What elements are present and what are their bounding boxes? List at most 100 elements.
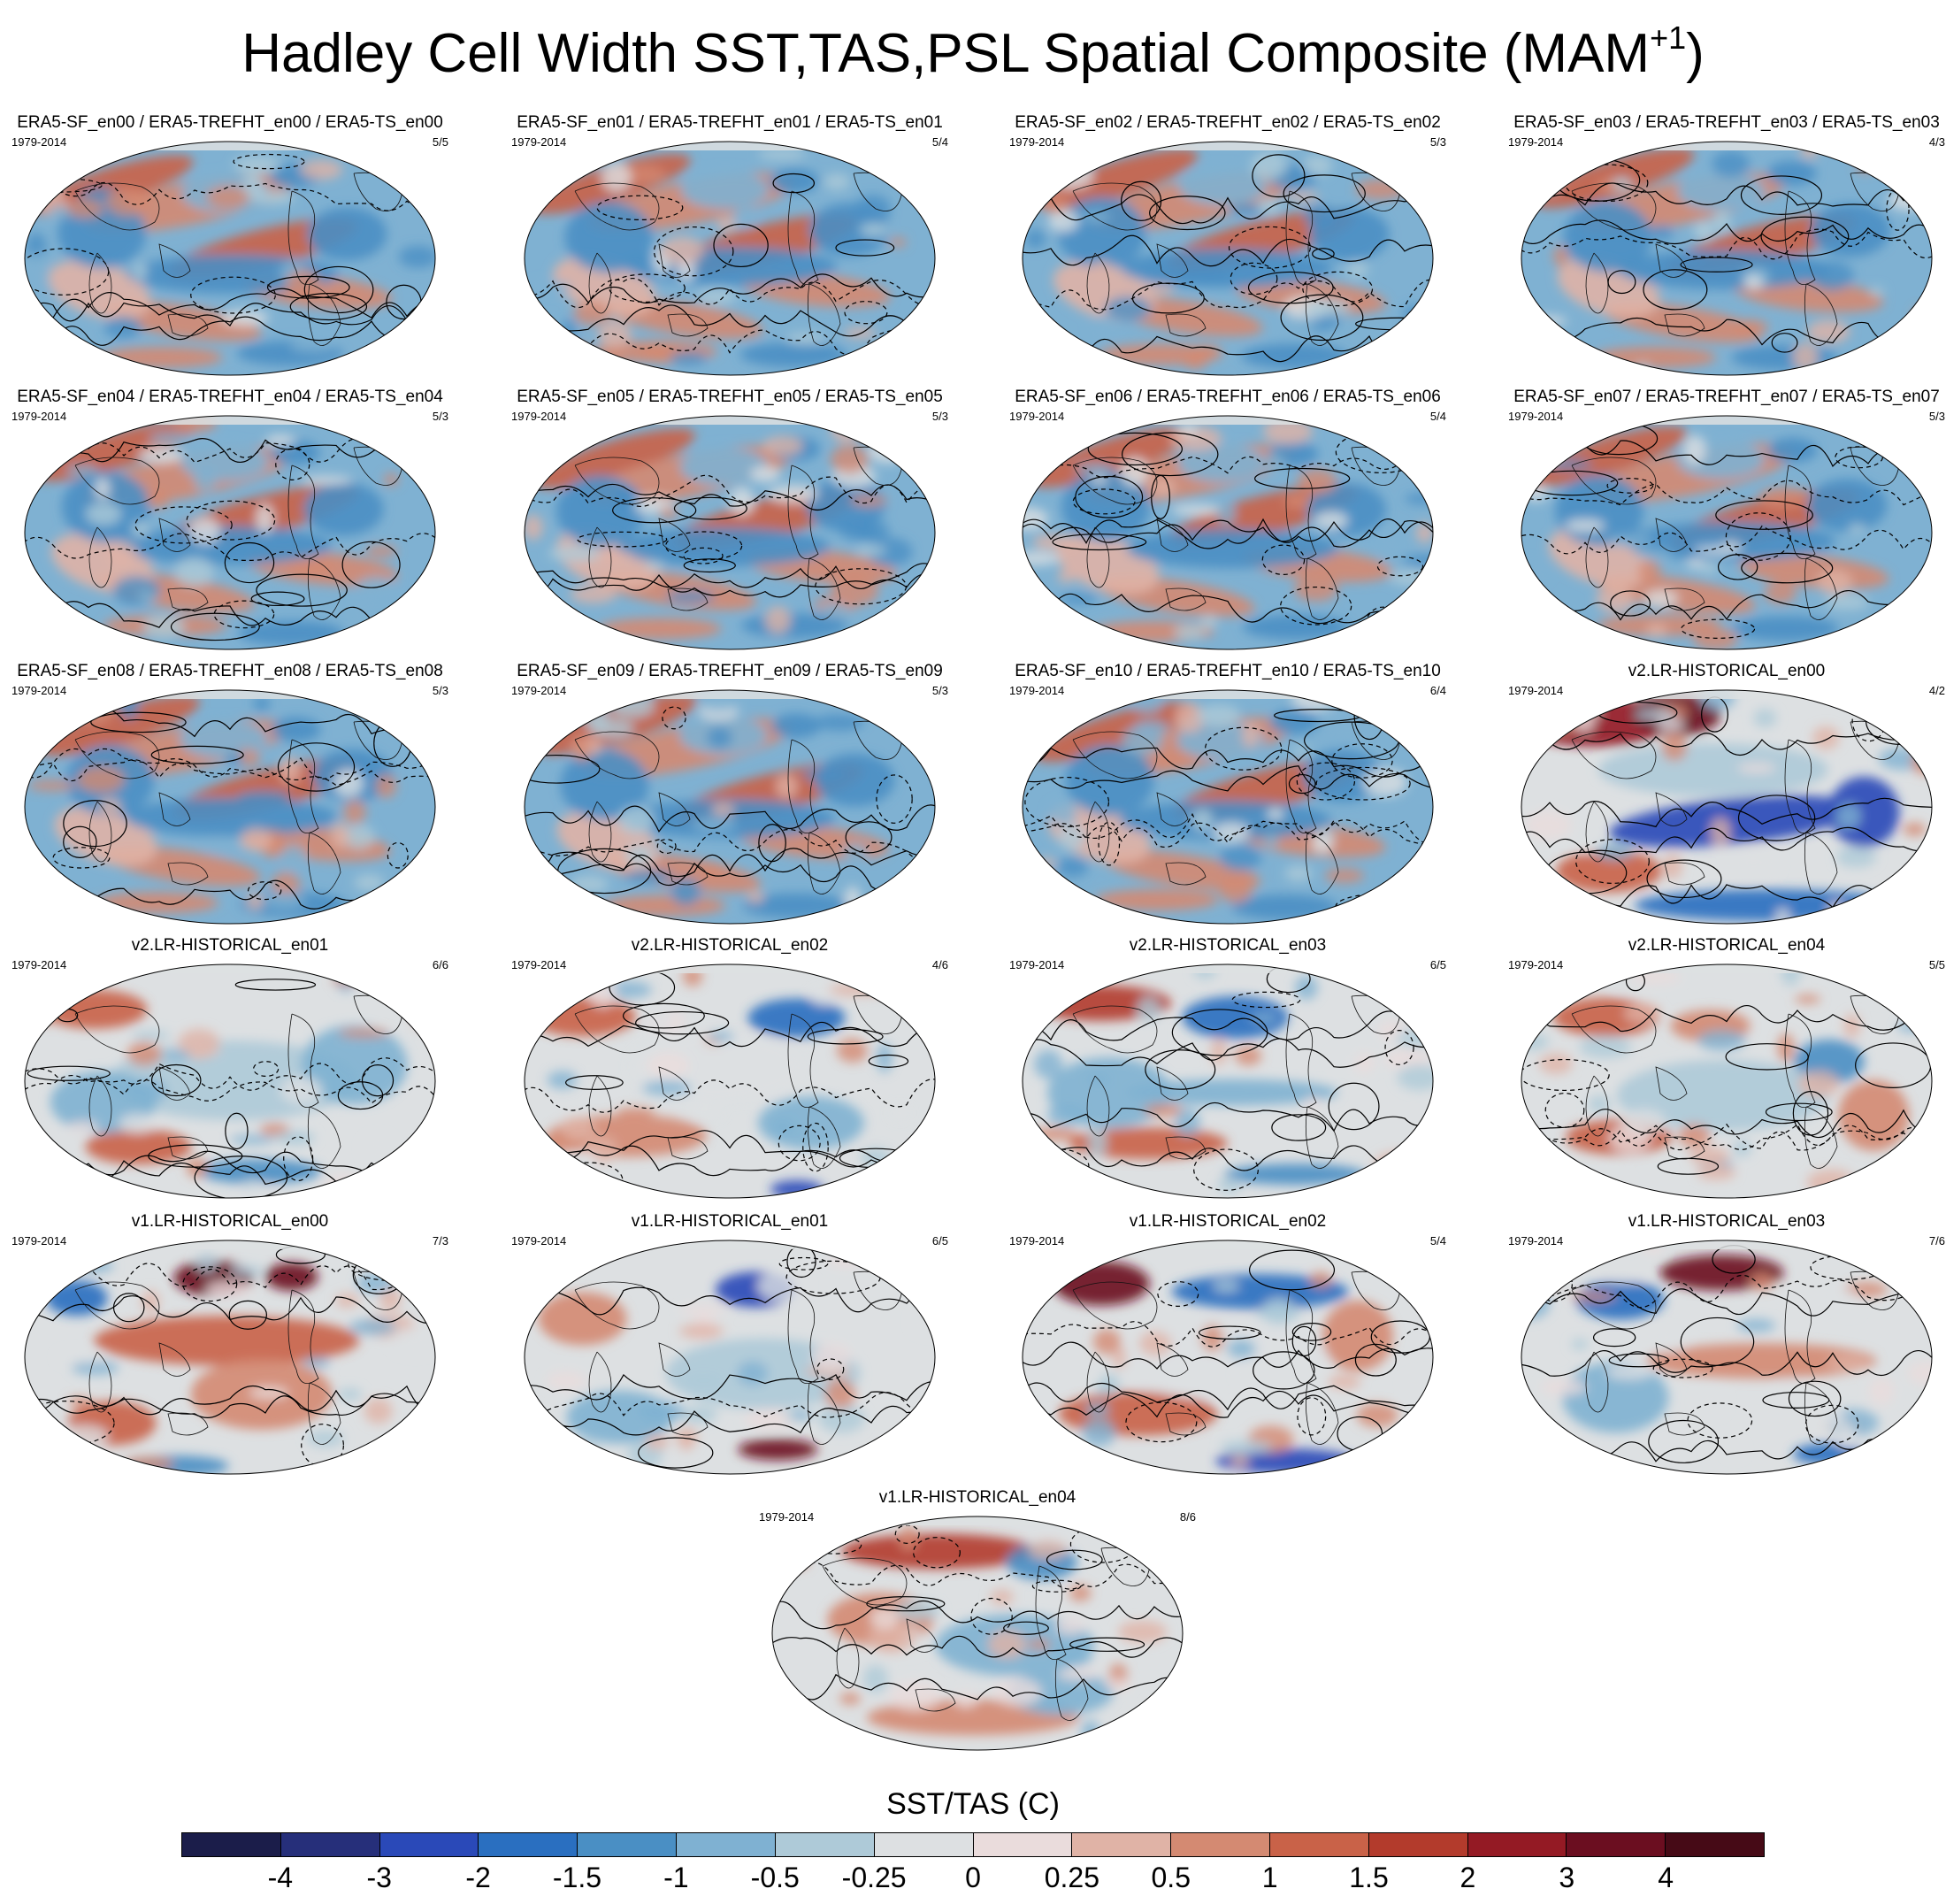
panel-period: 1979-2014 (1009, 410, 1065, 423)
map-panel: ERA5-SF_en07 / ERA5-TREFHT_en07 / ERA5-T… (1497, 388, 1946, 653)
panel-period: 1979-2014 (511, 684, 567, 697)
panel-count: 5/3 (432, 684, 448, 697)
panel-title: ERA5-SF_en04 / ERA5-TREFHT_en04 / ERA5-T… (17, 388, 443, 406)
map-panel: ERA5-SF_en02 / ERA5-TREFHT_en02 / ERA5-T… (998, 113, 1458, 379)
composite-map (24, 141, 436, 376)
map-panel: v1.LR-HISTORICAL_en03 1979-2014 7/6 (1497, 1212, 1946, 1478)
map-panel: v1.LR-HISTORICAL_en04 1979-2014 8/6 (747, 1488, 1207, 1754)
colorbar-title: SST/TAS (C) (886, 1787, 1060, 1821)
panel-title: v2.LR-HISTORICAL_en00 (1628, 662, 1826, 680)
panel-period: 1979-2014 (1508, 135, 1564, 149)
panel-period: 1979-2014 (1009, 1234, 1065, 1248)
colorbar-tick-label: 2 (1460, 1862, 1476, 1893)
colorbar-swatch (1368, 1833, 1468, 1856)
map-panel: v1.LR-HISTORICAL_en02 1979-2014 5/4 (998, 1212, 1458, 1478)
panel-count: 5/3 (931, 410, 948, 423)
map-panel: v1.LR-HISTORICAL_en00 1979-2014 7/3 (0, 1212, 460, 1478)
colorbar (181, 1832, 1765, 1857)
panel-title: ERA5-SF_en08 / ERA5-TREFHT_en08 / ERA5-T… (17, 662, 443, 680)
panel-count: 4/2 (1928, 684, 1945, 697)
colorbar-tick-label: 0 (965, 1862, 981, 1893)
map-panel: v2.LR-HISTORICAL_en02 1979-2014 4/6 (500, 936, 960, 1202)
panel-count: 5/5 (432, 135, 448, 149)
panel-count: 5/3 (1429, 135, 1446, 149)
panel-title: ERA5-SF_en10 / ERA5-TREFHT_en10 / ERA5-T… (1015, 662, 1441, 680)
panel-period: 1979-2014 (1508, 1234, 1564, 1248)
panel-title: v1.LR-HISTORICAL_en01 (631, 1212, 829, 1231)
panel-title: v1.LR-HISTORICAL_en04 (878, 1488, 1076, 1507)
composite-map (524, 1240, 936, 1475)
panel-title: v2.LR-HISTORICAL_en04 (1628, 936, 1826, 955)
panel-title: ERA5-SF_en06 / ERA5-TREFHT_en06 / ERA5-T… (1015, 388, 1441, 406)
map-panel: v2.LR-HISTORICAL_en00 1979-2014 4/2 (1497, 662, 1946, 927)
panel-count: 5/4 (931, 135, 948, 149)
map-panel: ERA5-SF_en00 / ERA5-TREFHT_en00 / ERA5-T… (0, 113, 460, 379)
colorbar-tick-label: -0.25 (841, 1862, 907, 1893)
colorbar-tick-label: -0.5 (750, 1862, 800, 1893)
panel-title: v2.LR-HISTORICAL_en03 (1129, 936, 1327, 955)
panel-period: 1979-2014 (511, 958, 567, 971)
panel-count: 5/3 (1928, 410, 1945, 423)
panel-period: 1979-2014 (511, 135, 567, 149)
colorbar-tick-label: 4 (1658, 1862, 1674, 1893)
colorbar-swatch (775, 1833, 875, 1856)
panel-title: ERA5-SF_en09 / ERA5-TREFHT_en09 / ERA5-T… (517, 662, 943, 680)
colorbar-tick-label: -1 (663, 1862, 689, 1893)
panel-count: 8/6 (1179, 1510, 1196, 1524)
colorbar-swatch (1567, 1833, 1666, 1856)
composite-map (524, 141, 936, 376)
composite-map (1022, 964, 1434, 1199)
panel-period: 1979-2014 (1508, 410, 1564, 423)
colorbar-tick-label: 3 (1559, 1862, 1575, 1893)
colorbar-swatch (677, 1833, 776, 1856)
panel-period: 1979-2014 (1009, 135, 1065, 149)
composite-map (1521, 141, 1933, 376)
colorbar-swatch (973, 1833, 1073, 1856)
composite-map (1022, 689, 1434, 925)
panel-period: 1979-2014 (511, 1234, 567, 1248)
panel-period: 1979-2014 (1508, 958, 1564, 971)
map-panel: ERA5-SF_en04 / ERA5-TREFHT_en04 / ERA5-T… (0, 388, 460, 653)
colorbar-swatch (1171, 1833, 1270, 1856)
composite-map (1521, 689, 1933, 925)
panel-count: 5/5 (1928, 958, 1945, 971)
panel-period: 1979-2014 (11, 684, 67, 697)
colorbar-tick-label: -1.5 (552, 1862, 602, 1893)
colorbar-swatch (874, 1833, 974, 1856)
colorbar-tick-label: 0.25 (1044, 1862, 1100, 1893)
map-panel: ERA5-SF_en03 / ERA5-TREFHT_en03 / ERA5-T… (1497, 113, 1946, 379)
panel-period: 1979-2014 (1009, 684, 1065, 697)
composite-map (24, 964, 436, 1199)
colorbar-swatch (1467, 1833, 1567, 1856)
colorbar-swatch (182, 1833, 281, 1856)
figure-title: Hadley Cell Width SST,TAS,PSL Spatial Co… (241, 19, 1705, 84)
panel-count: 6/6 (432, 958, 448, 971)
panel-title: v1.LR-HISTORICAL_en00 (131, 1212, 329, 1231)
map-panel: v2.LR-HISTORICAL_en03 1979-2014 6/5 (998, 936, 1458, 1202)
panel-count: 4/3 (1928, 135, 1945, 149)
map-panel: ERA5-SF_en06 / ERA5-TREFHT_en06 / ERA5-T… (998, 388, 1458, 653)
composite-map (524, 415, 936, 650)
map-panel: ERA5-SF_en09 / ERA5-TREFHT_en09 / ERA5-T… (500, 662, 960, 927)
colorbar-tick-label: 1.5 (1349, 1862, 1389, 1893)
colorbar-tick-label: 1 (1261, 1862, 1278, 1893)
panel-title: v2.LR-HISTORICAL_en02 (631, 936, 829, 955)
panel-count: 6/5 (931, 1234, 948, 1248)
panel-title: v1.LR-HISTORICAL_en02 (1129, 1212, 1327, 1231)
panel-count: 5/3 (931, 684, 948, 697)
panel-period: 1979-2014 (11, 958, 67, 971)
colorbar-tick-label: -4 (267, 1862, 294, 1893)
composite-map (1521, 964, 1933, 1199)
composite-map (1022, 415, 1434, 650)
panel-period: 1979-2014 (1508, 684, 1564, 697)
panel-title: ERA5-SF_en02 / ERA5-TREFHT_en02 / ERA5-T… (1015, 113, 1441, 132)
panel-count: 5/4 (1429, 410, 1446, 423)
composite-map (524, 964, 936, 1199)
panel-period: 1979-2014 (11, 135, 67, 149)
panel-count: 6/4 (1429, 684, 1446, 697)
panel-period: 1979-2014 (1009, 958, 1065, 971)
composite-map (524, 689, 936, 925)
map-panel: ERA5-SF_en10 / ERA5-TREFHT_en10 / ERA5-T… (998, 662, 1458, 927)
panel-period: 1979-2014 (511, 410, 567, 423)
map-panel: ERA5-SF_en05 / ERA5-TREFHT_en05 / ERA5-T… (500, 388, 960, 653)
